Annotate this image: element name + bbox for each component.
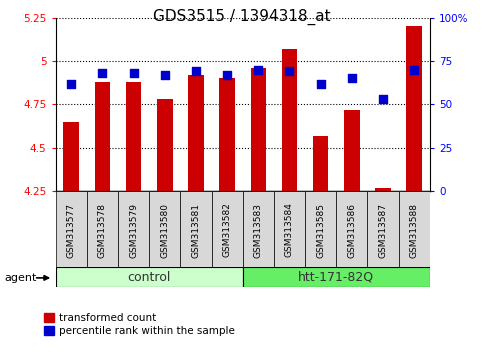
Text: GSM313586: GSM313586 (347, 202, 356, 258)
Bar (219, 78, 235, 191)
Point (411, 67, 418, 73)
Text: GSM313587: GSM313587 (379, 202, 387, 258)
FancyBboxPatch shape (242, 191, 274, 267)
Text: GDS3515 / 1394318_at: GDS3515 / 1394318_at (153, 9, 330, 25)
Point (192, 69, 200, 74)
Point (161, 72, 169, 78)
FancyBboxPatch shape (56, 267, 242, 287)
Point (317, 81, 325, 86)
Point (285, 69, 293, 74)
Point (255, 67, 262, 73)
FancyBboxPatch shape (87, 191, 118, 267)
FancyBboxPatch shape (56, 191, 87, 267)
Text: control: control (128, 270, 171, 284)
FancyBboxPatch shape (212, 191, 242, 267)
Bar (251, 68, 266, 191)
Text: agent: agent (5, 273, 37, 283)
Bar (407, 26, 422, 191)
Text: GSM313588: GSM313588 (410, 202, 419, 258)
Bar (313, 136, 328, 191)
Text: GSM313580: GSM313580 (160, 202, 169, 258)
Text: GSM313578: GSM313578 (98, 202, 107, 258)
Bar (375, 188, 391, 191)
Bar (95, 82, 110, 191)
FancyBboxPatch shape (242, 267, 430, 287)
Text: htt-171-82Q: htt-171-82Q (298, 270, 374, 284)
Point (129, 70, 137, 76)
FancyBboxPatch shape (398, 191, 430, 267)
Text: GSM313582: GSM313582 (223, 202, 232, 257)
Bar (157, 99, 172, 191)
FancyBboxPatch shape (305, 191, 336, 267)
Text: GSM313585: GSM313585 (316, 202, 325, 258)
Point (379, 96, 387, 102)
FancyBboxPatch shape (149, 191, 180, 267)
Text: GSM313583: GSM313583 (254, 202, 263, 258)
Point (99, 70, 106, 76)
FancyBboxPatch shape (180, 191, 212, 267)
Bar (282, 49, 298, 191)
Text: GSM313584: GSM313584 (285, 202, 294, 257)
Point (223, 72, 231, 78)
Bar (63, 122, 79, 191)
Bar (126, 82, 142, 191)
Text: GSM313577: GSM313577 (67, 202, 76, 258)
FancyBboxPatch shape (274, 191, 305, 267)
Point (348, 75, 356, 81)
FancyBboxPatch shape (368, 191, 398, 267)
Text: GSM313579: GSM313579 (129, 202, 138, 258)
Text: GSM313581: GSM313581 (191, 202, 200, 258)
Bar (188, 75, 204, 191)
Legend: transformed count, percentile rank within the sample: transformed count, percentile rank withi… (44, 313, 235, 336)
FancyBboxPatch shape (118, 191, 149, 267)
Bar (344, 110, 360, 191)
FancyBboxPatch shape (336, 191, 368, 267)
Point (67, 81, 75, 86)
